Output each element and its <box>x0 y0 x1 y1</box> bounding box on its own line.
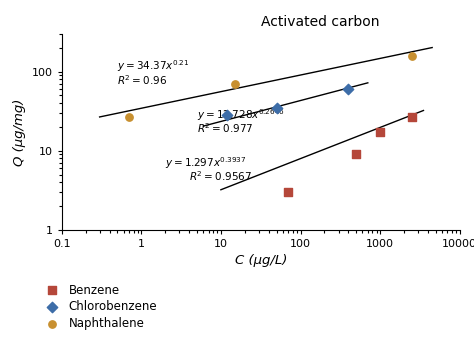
Naphthalene <box>408 54 416 59</box>
Text: $R^2 = 0.977$: $R^2 = 0.977$ <box>197 121 254 135</box>
Benzene <box>284 189 292 195</box>
Chlorobenzene <box>345 87 352 92</box>
Naphthalene <box>231 81 239 87</box>
Text: $y = 1.297x^{0.3937}$: $y = 1.297x^{0.3937}$ <box>165 155 246 171</box>
Chlorobenzene <box>223 113 231 118</box>
Text: $y = 34.37x^{0.21}$: $y = 34.37x^{0.21}$ <box>118 58 190 74</box>
Naphthalene <box>125 114 133 119</box>
Benzene <box>408 114 416 119</box>
Text: $R^2 = 0.96$: $R^2 = 0.96$ <box>118 73 167 87</box>
Title: Activated carbon: Activated carbon <box>261 15 380 29</box>
Benzene <box>352 152 360 157</box>
Text: $R^2 = 0.9567$: $R^2 = 0.9567$ <box>189 169 252 183</box>
Legend: Benzene, Chlorobenzene, Naphthalene: Benzene, Chlorobenzene, Naphthalene <box>36 279 162 334</box>
Benzene <box>376 130 384 135</box>
Y-axis label: Q (μg/mg): Q (μg/mg) <box>13 98 26 166</box>
Chlorobenzene <box>273 105 280 110</box>
X-axis label: C (μg/L): C (μg/L) <box>235 255 287 267</box>
Text: $y = 12.728x^{0.2646}$: $y = 12.728x^{0.2646}$ <box>197 107 285 123</box>
